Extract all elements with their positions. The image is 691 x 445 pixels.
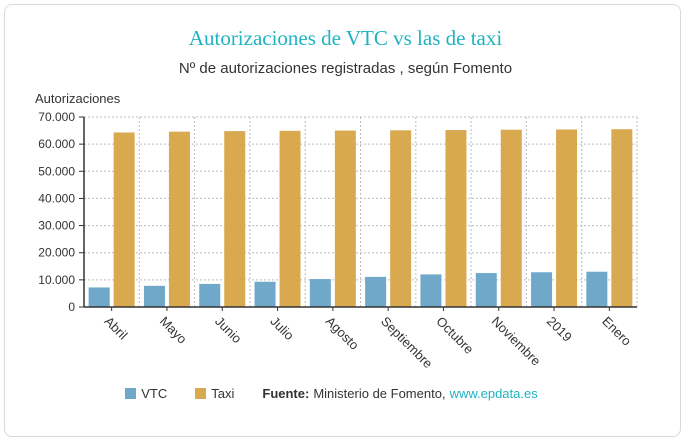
- x-tick-label: Agosto: [323, 314, 362, 353]
- x-tick-label: 2019: [544, 314, 575, 345]
- y-tick-label: 0: [68, 300, 75, 314]
- source-link[interactable]: www.epdata.es: [449, 386, 538, 401]
- legend: VTC Taxi Fuente: Ministerio de Fomento, …: [0, 386, 691, 401]
- bar-taxi: [334, 130, 356, 307]
- x-tick-label: Septiembre: [378, 314, 436, 372]
- bar-vtc: [531, 272, 553, 307]
- bar-vtc: [586, 271, 608, 307]
- legend-swatch-taxi: [195, 388, 207, 399]
- source-label: Fuente:: [262, 386, 310, 401]
- bar-taxi: [113, 132, 135, 307]
- bar-taxi: [224, 131, 246, 307]
- x-tick-label: Abril: [102, 314, 131, 343]
- y-tick-label: 10.000: [38, 273, 75, 287]
- y-tick-label: 50.000: [38, 164, 75, 178]
- source-note: Fuente: Ministerio de Fomento, www.epdat…: [262, 386, 537, 401]
- legend-label-taxi: Taxi: [211, 386, 235, 401]
- bar-taxi: [390, 130, 412, 307]
- bar-taxi: [500, 129, 522, 307]
- bar-taxi: [168, 131, 190, 307]
- x-tick-label: Noviembre: [489, 314, 544, 369]
- y-tick-label: 20.000: [38, 246, 75, 260]
- bar-taxi: [611, 129, 633, 307]
- y-tick-label: 30.000: [38, 219, 75, 233]
- bar-vtc: [88, 287, 110, 307]
- legend-item-taxi[interactable]: Taxi: [195, 386, 234, 401]
- source-text: Ministerio de Fomento,: [313, 386, 446, 401]
- chart-title: Autorizaciones de VTC vs las de taxi: [188, 26, 503, 50]
- bar-vtc: [254, 281, 276, 307]
- bar-taxi: [445, 130, 467, 307]
- legend-swatch-vtc: [125, 388, 137, 399]
- bar-taxi: [279, 130, 301, 307]
- y-tick-label: 40.000: [38, 191, 75, 205]
- x-tick-label: Octubre: [433, 314, 476, 357]
- bar-vtc: [143, 285, 165, 307]
- bar-vtc: [365, 276, 387, 307]
- chart-subtitle: Nº de autorizaciones registradas , según…: [178, 60, 513, 77]
- x-tick-label: Junio: [212, 314, 245, 347]
- x-tick-label: Mayo: [157, 314, 190, 347]
- y-axis-title: Autorizaciones: [35, 91, 121, 106]
- bar-vtc: [475, 273, 497, 307]
- bar-vtc: [199, 283, 221, 307]
- bar-vtc: [420, 274, 442, 307]
- bar-taxi: [556, 129, 578, 307]
- y-tick-label: 60.000: [38, 137, 75, 151]
- x-tick-label: Julio: [267, 314, 297, 344]
- legend-item-vtc[interactable]: VTC: [125, 386, 167, 401]
- y-tick-label: 70.000: [38, 110, 75, 124]
- legend-label-vtc: VTC: [141, 386, 168, 401]
- x-tick-label: Enero: [599, 314, 634, 349]
- bar-vtc: [309, 279, 331, 307]
